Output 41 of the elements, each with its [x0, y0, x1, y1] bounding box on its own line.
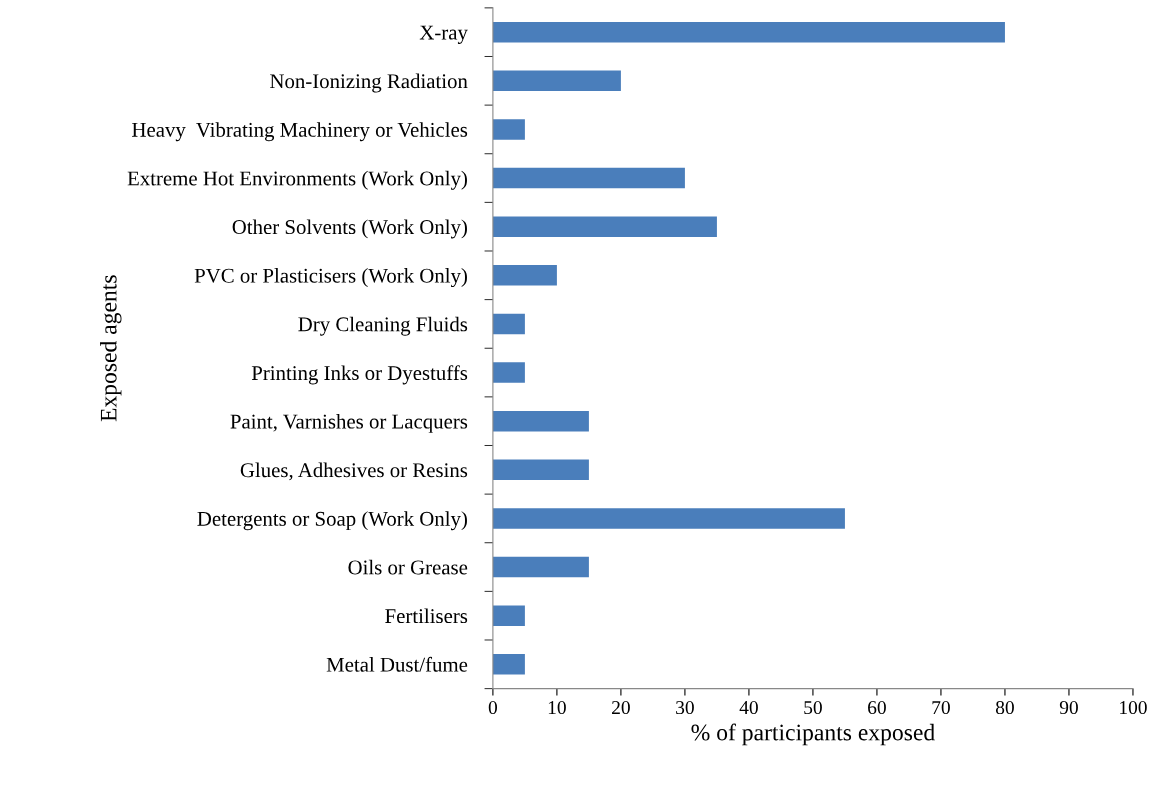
bar [492, 119, 525, 140]
y-tick-label: Printing Inks or Dyestuffs [251, 365, 468, 385]
bar [492, 167, 685, 189]
x-tick-label: 100 [1120, 700, 1147, 715]
bar [492, 313, 525, 335]
x-tick-label: 10 [548, 700, 566, 715]
bar [492, 410, 589, 432]
x-tick-label: 60 [868, 700, 886, 715]
bar [492, 21, 1005, 43]
x-tick-label: 70 [932, 700, 950, 715]
x-tick-label: 90 [1059, 700, 1078, 715]
bar [492, 362, 525, 383]
y-tick-label: Non-Ionizing Radiation [270, 73, 468, 93]
y-tick-label: PVC or Plasticisers (Work Only) [194, 268, 467, 288]
y-tick-label: X-ray [419, 25, 468, 44]
y-tick-label: Paint, Varnishes or Lacquers [230, 413, 468, 433]
y-axis-title: Exposed agents [100, 275, 122, 422]
y-tick-label: Other Solvents (Work Only) [232, 219, 467, 239]
y-tick-label: Dry Cleaning Fluids [298, 316, 468, 336]
y-tick-label: Glues, Adhesives or Resins [240, 462, 468, 481]
y-tick-label: Fertilisers [385, 608, 468, 624]
y-tick-label: Detergents or Soap (Work Only) [197, 511, 467, 531]
x-axis-title: % of participants exposed [691, 723, 935, 746]
bar [492, 556, 589, 578]
x-tick-label: 30 [676, 700, 694, 715]
y-tick-label: Oils or Grease [348, 559, 468, 575]
bar [492, 459, 589, 481]
x-tick-label: 0 [488, 700, 498, 715]
x-tick-label: 50 [804, 700, 822, 715]
bar [492, 654, 525, 675]
x-tick-label: 40 [739, 700, 758, 715]
y-tick-label: Heavy Vibrating Machinery or Vehicles [132, 122, 468, 142]
bar [492, 70, 621, 92]
bar [492, 605, 525, 626]
bar [492, 508, 845, 529]
bar [492, 265, 557, 286]
bar [492, 216, 717, 237]
x-tick-label: 20 [612, 700, 630, 715]
y-tick-label: Metal Dust/fume [326, 656, 468, 672]
x-tick-label: 80 [995, 700, 1014, 715]
y-tick-label: Extreme Hot Environments (Work Only) [127, 170, 467, 190]
